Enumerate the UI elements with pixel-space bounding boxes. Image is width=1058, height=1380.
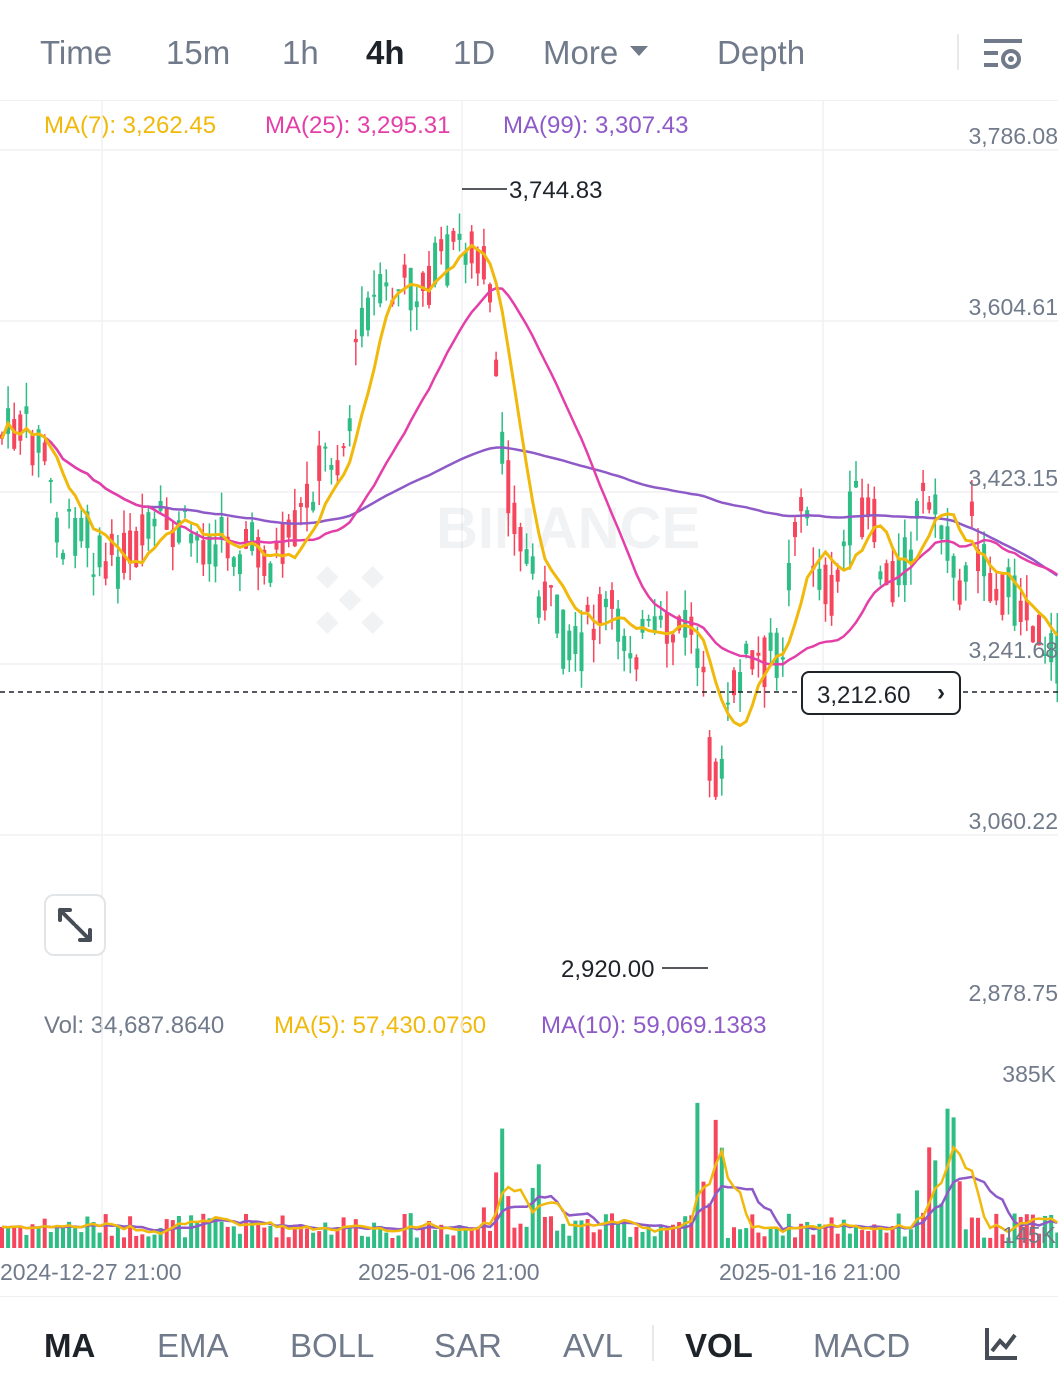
time-axis-label: 2025-01-06 21:00 [358,1259,540,1285]
last-price-tag[interactable]: 3,212.60 › [801,671,961,715]
indicator-ema[interactable]: EMA [157,1327,229,1364]
price-axis-label: 3,241.68 [968,637,1058,663]
price-axis-label: 3,786.08 [968,123,1058,149]
indicator-macd[interactable]: MACD [813,1327,911,1364]
chart-grid [0,100,1058,1000]
indicator-boll[interactable]: BOLL [290,1327,375,1364]
high-price-label: 3,744.83 [509,177,603,204]
indicator-ma[interactable]: MA [44,1327,96,1364]
tab-more[interactable]: More [543,34,649,72]
binance-watermark: BINANCE [316,496,700,634]
indicator-settings-icon[interactable] [984,1325,1020,1361]
low-price-label: 2,920.00 [561,956,655,983]
caret-down-icon [630,46,649,57]
vol-legend: Vol: 34,687.8640 [44,1012,225,1039]
ma7-legend: MA(7): 3,262.45 [44,112,217,139]
price-axis-label: 3,060.22 [968,808,1058,834]
binance-logo-icon [316,566,384,634]
volume-axis-label: 145K [1002,1222,1056,1248]
ma7-line [0,243,1058,728]
volume-axis-label: 385K [1002,1061,1056,1087]
volume-ma5-line [1,1145,1058,1236]
expand-button[interactable] [44,894,106,956]
indicator-vol[interactable]: VOL [685,1327,753,1364]
price-axis-label: 2,878.75 [968,980,1058,1006]
last-price-value: 3,212.60 [817,682,911,709]
timeframe-bar: Time 15m 1h 4h 1D More Depth [0,0,1058,101]
tab-15m[interactable]: 15m [166,34,231,71]
volume-grid [101,1000,824,1250]
price-axis-label: 3,423.15 [968,465,1058,491]
divider [652,1325,654,1361]
candlestick-chart[interactable]: BINANCE [0,100,1058,1000]
watermark-text: BINANCE [436,496,700,561]
price-axis-label: 3,604.61 [968,294,1058,320]
tab-4h[interactable]: 4h [366,34,405,71]
tab-1d[interactable]: 1D [453,34,496,71]
tab-depth[interactable]: Depth [717,34,806,71]
ma99-legend: MA(99): 3,307.43 [503,112,689,139]
indicator-avl[interactable]: AVL [563,1327,623,1364]
divider [957,34,959,70]
time-axis-label: 2025-01-16 21:00 [719,1259,901,1285]
vol-ma10-legend: MA(10): 59,069.1383 [541,1012,767,1039]
indicator-bar: MA EMA BOLL SAR AVL VOL MACD [0,1296,1058,1380]
tab-time[interactable]: Time [40,34,113,71]
expand-icon [58,908,92,942]
vol-ma5-legend: MA(5): 57,430.0760 [274,1012,487,1039]
more-label: More [543,34,619,71]
indicator-sar[interactable]: SAR [434,1327,502,1364]
time-axis-label: 2024-12-27 21:00 [0,1259,182,1285]
chart-settings-icon[interactable] [982,36,1024,72]
chevron-right-icon: › [937,679,945,706]
ma25-legend: MA(25): 3,295.31 [265,112,451,139]
volume-chart[interactable] [0,1000,1058,1250]
tab-1h[interactable]: 1h [282,34,319,71]
ma99-line [0,420,1058,577]
